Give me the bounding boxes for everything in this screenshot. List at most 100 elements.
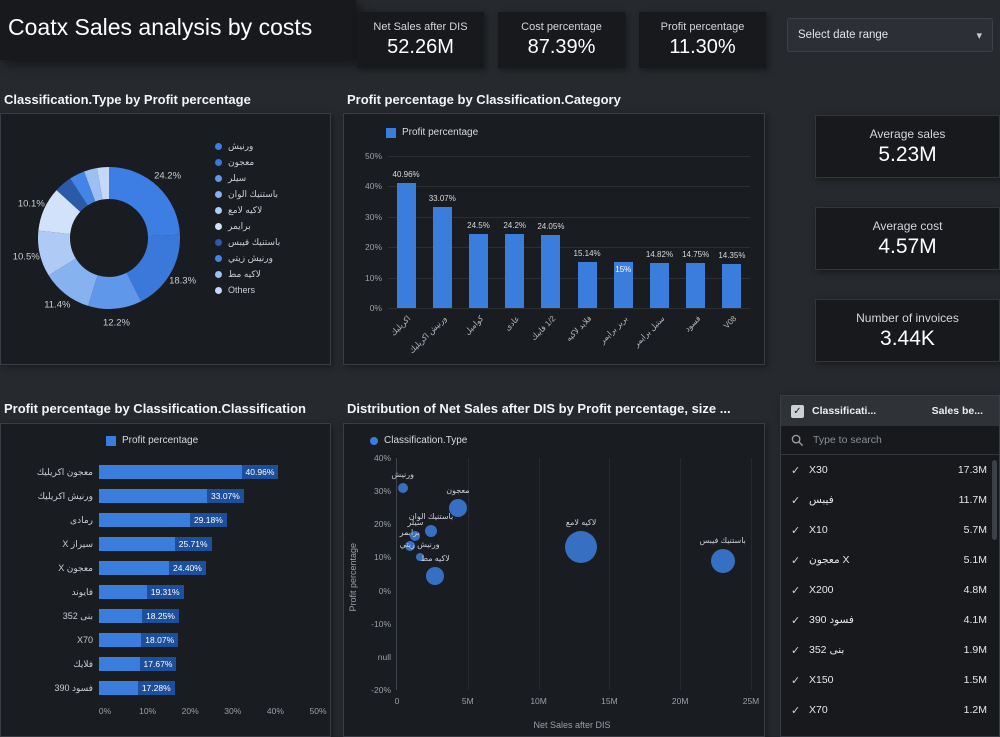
bar-row[interactable]: معجون اكريليك 40.96% bbox=[7, 460, 318, 484]
slicer-row[interactable]: ✓ فسود 390 4.1M bbox=[781, 605, 999, 635]
bar[interactable]: 17.67% bbox=[99, 657, 177, 671]
scatter-point-label: ورنيش زيتي bbox=[399, 540, 440, 550]
scrollbar[interactable] bbox=[992, 460, 997, 540]
bar-row[interactable]: فلايك 17.67% bbox=[7, 652, 318, 676]
kpi-card: Profit percentage 11.30% bbox=[639, 12, 766, 68]
bar-row[interactable]: بنى 352 18.25% bbox=[7, 604, 318, 628]
stat-label: Average sales bbox=[869, 126, 946, 141]
legend-item[interactable]: Others bbox=[215, 282, 327, 298]
bar[interactable] bbox=[505, 234, 525, 308]
legend-dot-icon bbox=[215, 254, 222, 262]
scatter-bubble[interactable] bbox=[448, 498, 467, 517]
bar-row[interactable]: X70 18.07% bbox=[7, 628, 318, 652]
slicer-row[interactable]: ✓ فيبس 11.7M bbox=[781, 485, 999, 515]
donut-slice[interactable] bbox=[38, 167, 180, 309]
legend-item[interactable]: ورنيش زيتي bbox=[215, 250, 327, 266]
bar[interactable] bbox=[577, 261, 597, 308]
legend-dot-icon bbox=[215, 190, 222, 198]
slicer-col2-header[interactable]: Sales be... bbox=[931, 405, 983, 417]
slicer-row[interactable]: ✓ X200 4.8M bbox=[781, 575, 999, 605]
legend-label: Profit percentage bbox=[122, 435, 199, 446]
bar[interactable]: 17.28% bbox=[99, 681, 175, 695]
bar[interactable]: 29.18% bbox=[99, 513, 227, 527]
donut-panel: 24.2% 18.3% 12.2% 11.4% 10.5% 10.1% ورنيش معجو… bbox=[0, 113, 331, 365]
slicer-row[interactable]: ✓ X30 17.3M bbox=[781, 455, 999, 485]
scatter-bubble[interactable] bbox=[404, 540, 415, 551]
bar[interactable] bbox=[396, 183, 416, 308]
slicer-row-partial[interactable]: ✓ bbox=[781, 725, 999, 737]
slicer-col1-header[interactable]: Classificati... bbox=[812, 405, 877, 417]
stat-card: Average cost 4.57M bbox=[815, 207, 1000, 270]
bar-row[interactable]: سيراز X 25.71% bbox=[7, 532, 318, 556]
kpi-value: 52.26M bbox=[387, 36, 454, 58]
bar[interactable] bbox=[650, 262, 669, 308]
check-icon: ✓ bbox=[791, 494, 801, 507]
donut-slice[interactable] bbox=[38, 167, 180, 309]
scatter-bubble[interactable] bbox=[397, 482, 408, 493]
select-all-checkbox[interactable]: ✓ bbox=[791, 404, 804, 418]
bar[interactable]: 33.07% bbox=[99, 489, 244, 503]
bar-row[interactable]: فسود 390 17.28% bbox=[7, 676, 318, 700]
bar[interactable]: 24.40% bbox=[99, 561, 206, 575]
bar-value-label: 18.25% bbox=[142, 609, 179, 623]
kpi-value: 11.30% bbox=[669, 36, 736, 58]
bar[interactable] bbox=[541, 234, 561, 308]
date-range-select[interactable]: Select date range ▾ bbox=[787, 18, 993, 52]
slicer-row[interactable]: ✓ X150 1.5M bbox=[781, 665, 999, 695]
scatter-bubble[interactable] bbox=[710, 548, 735, 573]
slicer-item-name: فسود 390 bbox=[809, 614, 854, 626]
donut-slice[interactable] bbox=[38, 167, 180, 309]
search-icon bbox=[791, 434, 804, 446]
scatter-bubble[interactable] bbox=[424, 524, 437, 537]
slicer-header: ✓ Classificati... Sales be... bbox=[781, 396, 999, 426]
donut-slice[interactable] bbox=[38, 167, 180, 309]
legend-label: باستنيك فيبس bbox=[228, 236, 281, 247]
bar-row[interactable]: معجون X 24.40% bbox=[7, 556, 318, 580]
legend-item[interactable]: باستنيك الوان bbox=[215, 186, 327, 202]
x-axis-tick: 20M bbox=[671, 696, 689, 706]
bar[interactable] bbox=[722, 264, 742, 308]
gridline bbox=[538, 458, 540, 690]
legend-item[interactable]: لاكيه لامع bbox=[215, 202, 327, 218]
scatter-bubble[interactable] bbox=[410, 530, 421, 541]
legend-item[interactable]: معجون bbox=[215, 154, 327, 170]
bar-track: 29.18% bbox=[99, 513, 318, 527]
slicer-item-name: X70 bbox=[809, 704, 828, 716]
gridline bbox=[751, 458, 752, 690]
hbar-panel: Profit percentage معجون اكريليك 40.96% ورن… bbox=[0, 423, 331, 737]
legend-item[interactable]: برايمر bbox=[215, 218, 327, 234]
y-axis-tick: 40% bbox=[364, 181, 382, 192]
bar[interactable] bbox=[469, 233, 488, 308]
legend-item[interactable]: لاكيه مط bbox=[215, 266, 327, 282]
bar[interactable]: 18.25% bbox=[99, 609, 179, 623]
search-input[interactable] bbox=[811, 433, 989, 447]
scatter-bubble[interactable] bbox=[426, 566, 445, 585]
legend-swatch-icon bbox=[106, 435, 116, 446]
bar-row[interactable]: ورنيش اكريليك 33.07% bbox=[7, 484, 318, 508]
legend-item[interactable]: باستنيك فيبس bbox=[215, 234, 327, 250]
legend-item[interactable]: سيلر bbox=[215, 170, 327, 186]
bar[interactable]: 18.07% bbox=[99, 633, 179, 647]
bar-row[interactable]: رمادى 29.18% bbox=[7, 508, 318, 532]
check-icon: ✓ bbox=[791, 644, 801, 657]
slicer-list: ✓ X30 17.3M ✓ فيبس 11.7M ✓ X10 5.7M ✓ معجون X 5.1M ✓… bbox=[781, 455, 999, 737]
slicer-row[interactable]: ✓ بنى 352 1.9M bbox=[781, 635, 999, 665]
slicer-row[interactable]: ✓ X10 5.7M bbox=[781, 515, 999, 545]
slicer-row[interactable]: ✓ X70 1.2M bbox=[781, 695, 999, 725]
check-icon: ✓ bbox=[791, 584, 801, 597]
bar-row[interactable]: فايوند 19.31% bbox=[7, 580, 318, 604]
legend-item[interactable]: ورنيش bbox=[215, 138, 327, 154]
bar-track: 17.67% bbox=[99, 657, 318, 671]
gridline bbox=[388, 156, 750, 157]
slicer-search bbox=[781, 426, 999, 455]
scatter-bubble[interactable] bbox=[415, 553, 424, 562]
bar[interactable] bbox=[686, 263, 706, 308]
bar[interactable]: 40.96% bbox=[99, 465, 279, 479]
gridline bbox=[680, 458, 682, 690]
bar[interactable]: 25.71% bbox=[99, 537, 212, 551]
bar[interactable] bbox=[432, 207, 452, 308]
bar[interactable] bbox=[613, 262, 633, 308]
scatter-bubble[interactable] bbox=[565, 531, 598, 564]
bar[interactable]: 19.31% bbox=[99, 585, 184, 599]
slicer-row[interactable]: ✓ معجون X 5.1M bbox=[781, 545, 999, 575]
